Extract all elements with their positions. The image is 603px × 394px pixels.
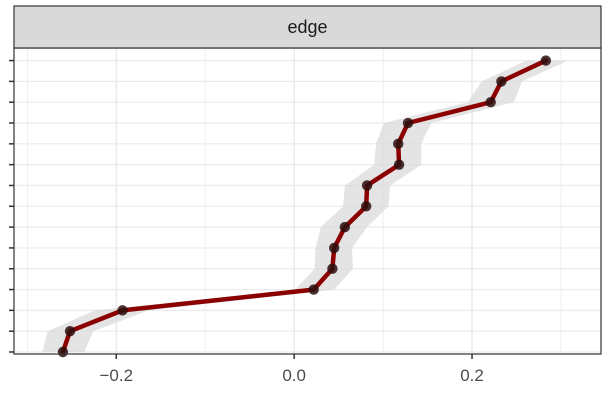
data-point [64,325,76,337]
data-point [328,242,340,254]
x-tick-label: −0.2 [99,366,133,385]
data-point [540,55,552,66]
data-point [361,201,372,212]
data-point [327,263,338,274]
data-point [485,97,496,108]
data-point [308,284,319,295]
data-point [402,117,414,129]
data-point [361,180,373,191]
data-point [117,305,128,316]
data-point [393,138,404,150]
axes: −0.2 0.0 0.2 [9,59,484,385]
x-tick-label: 0.2 [460,366,484,385]
x-tick-label: 0.0 [282,366,306,385]
facet-strip-label: edge [287,17,327,37]
data-point-layer [57,55,552,358]
data-point [393,159,405,170]
facet-strip: edge [13,5,602,49]
data-point [496,76,507,87]
facet-strip-background [13,5,602,49]
data-point [57,346,69,358]
data-point [339,221,351,233]
